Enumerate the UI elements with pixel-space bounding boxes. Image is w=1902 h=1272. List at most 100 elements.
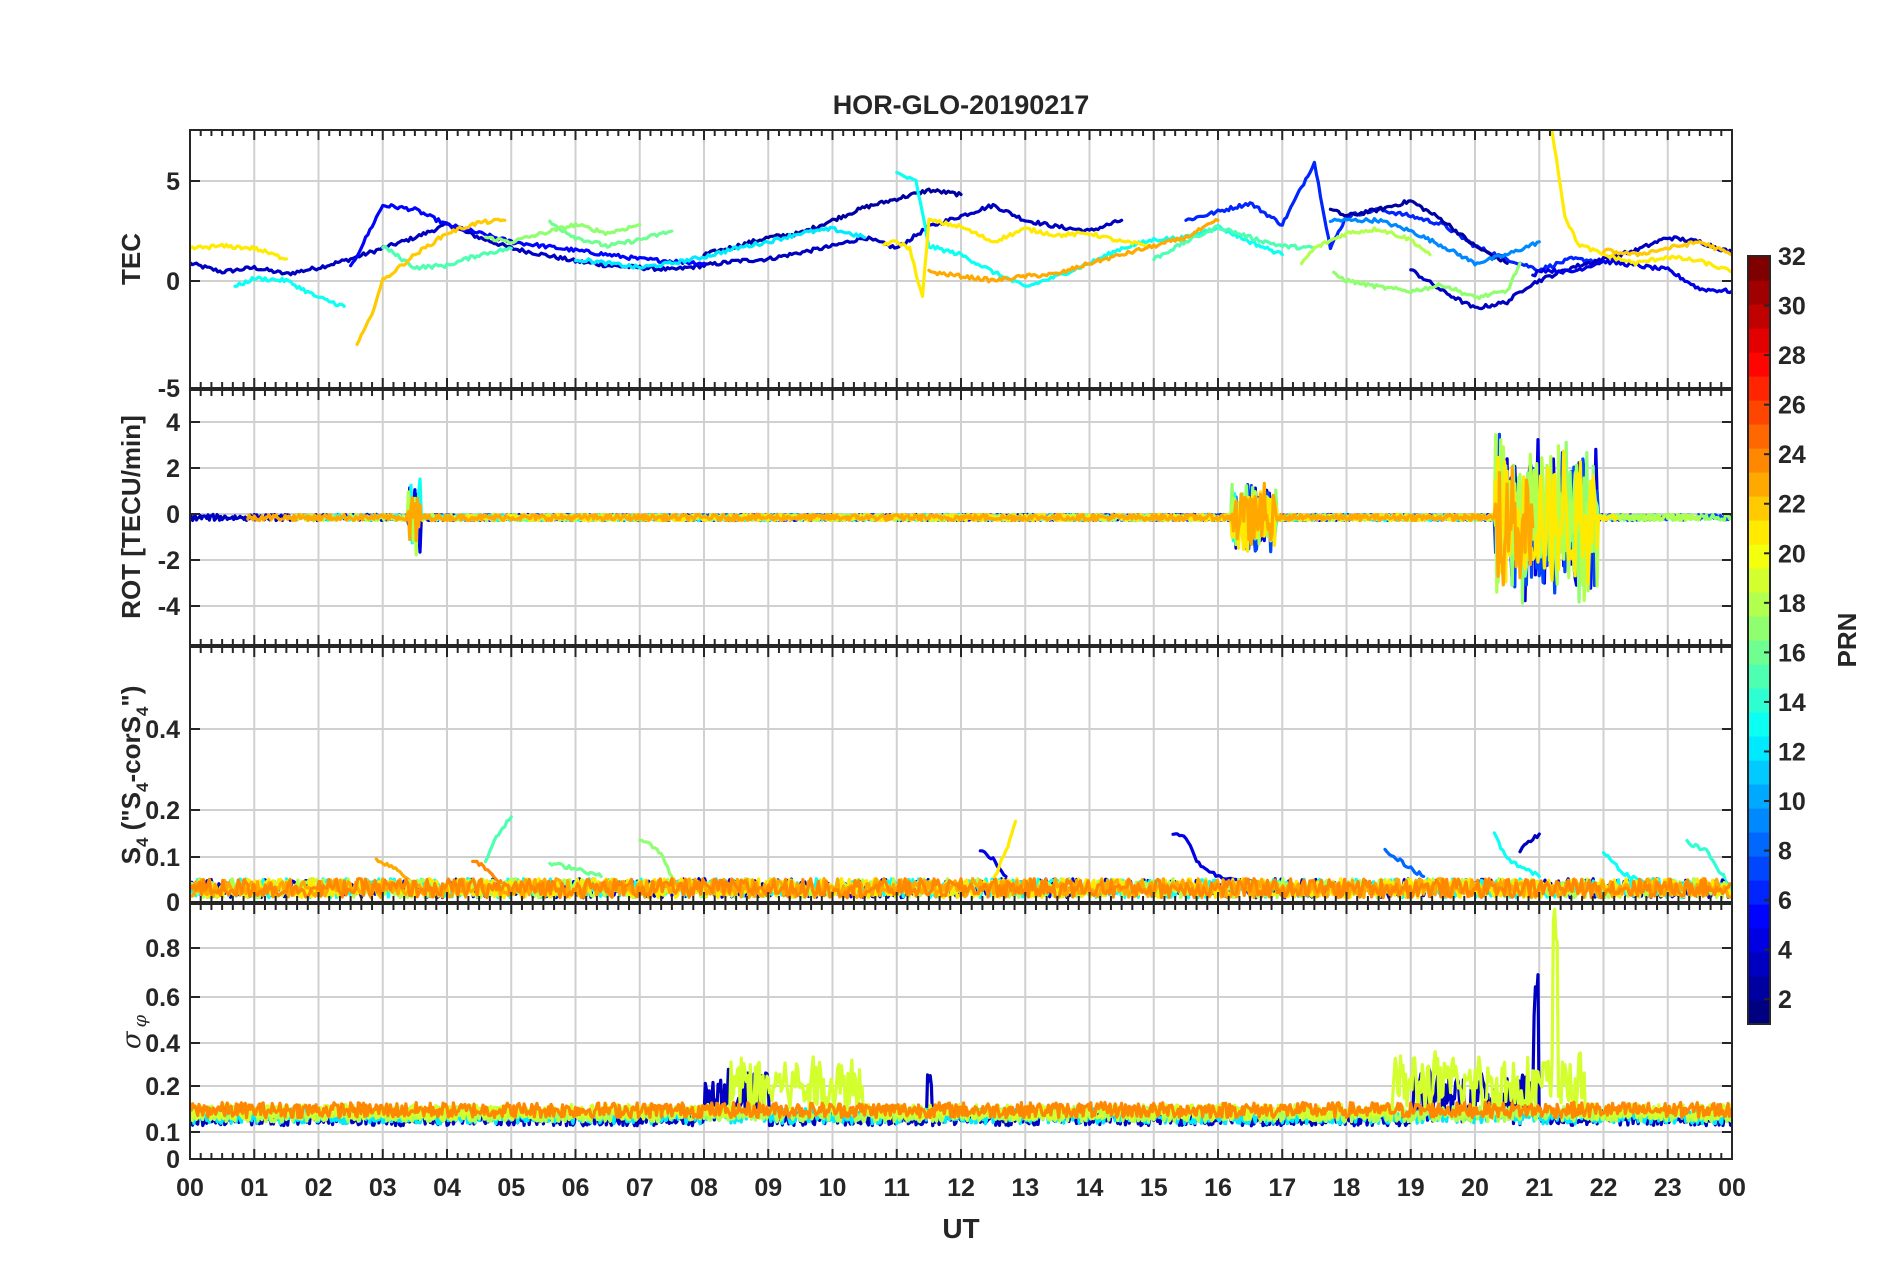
x-tick-label: 11 — [884, 1174, 911, 1202]
y-tick-label: 0.6 — [145, 984, 180, 1012]
s4-label-cor: -corS — [116, 716, 146, 782]
colorbar-swatch — [1748, 304, 1770, 329]
colorbar-tick-label: 24 — [1778, 441, 1806, 469]
y-tick-label: -2 — [158, 547, 180, 575]
panel-rot: 4 2 0 -2 -4 — [158, 389, 1733, 646]
colorbar-swatch — [1748, 616, 1770, 641]
x-tick-label: 20 — [1461, 1174, 1489, 1202]
x-tick-label: 22 — [1590, 1174, 1618, 1202]
prn-trace — [638, 838, 674, 879]
prn-trace — [483, 815, 513, 864]
colorbar-tick-label: 10 — [1778, 788, 1806, 816]
prn-trace — [548, 219, 674, 249]
sigma-axis-label: σφ — [117, 1014, 151, 1049]
prn-trace — [190, 1100, 1732, 1120]
colorbar-swatch — [1748, 880, 1770, 905]
colorbar-tick-label: 20 — [1778, 540, 1806, 568]
y-tick-label: 0 — [166, 501, 180, 529]
colorbar-tick-label: 28 — [1778, 342, 1806, 370]
prn-trace — [1531, 258, 1732, 295]
x-tick-label: 09 — [754, 1174, 782, 1202]
x-tick-label: 23 — [1654, 1174, 1682, 1202]
x-tick-label: 18 — [1333, 1174, 1361, 1202]
s4-label-s: S — [116, 847, 146, 864]
s4-label-sub3: 4 — [133, 706, 152, 716]
colorbar-swatch — [1748, 544, 1770, 569]
colorbar-swatch — [1748, 472, 1770, 497]
prn-trace — [246, 465, 1535, 587]
traces-rot — [190, 432, 1732, 605]
grid-s4 — [190, 647, 1732, 903]
y-tick-label: 0 — [166, 889, 180, 917]
prn-trace — [1328, 217, 1541, 267]
s4-label-sub2: 4 — [133, 782, 152, 792]
x-tick-label: 06 — [562, 1174, 590, 1202]
x-tick-label: 10 — [819, 1174, 847, 1202]
grid-tec — [190, 130, 1732, 389]
colorbar-label: PRN — [1832, 613, 1862, 668]
prn-trace — [1152, 224, 1316, 262]
prn-trace — [233, 275, 346, 308]
panel-s4: 0.4 0.2 0.1 0 — [145, 646, 1733, 917]
colorbar-swatch — [1748, 280, 1770, 305]
prn-trace — [882, 217, 1156, 299]
y-tick-label: 0 — [166, 268, 180, 296]
colorbar-swatch — [1748, 904, 1770, 929]
y-tick-label: 5 — [166, 168, 180, 196]
colorbar-swatch — [1748, 808, 1770, 833]
tec-axis-label: TEC — [116, 233, 146, 285]
x-tick-label: 15 — [1140, 1174, 1168, 1202]
y-tick-label: -5 — [158, 375, 180, 403]
traces-tec — [190, 130, 1732, 346]
x-tick-label: 00 — [176, 1174, 204, 1202]
colorbar-swatch — [1748, 952, 1770, 977]
s4-label-mid: ("S — [116, 792, 146, 838]
y-tick-label: 4 — [166, 409, 180, 437]
colorbar-swatch — [1748, 1000, 1770, 1025]
colorbar-tick-label: 30 — [1778, 293, 1806, 321]
x-tick-label: 17 — [1268, 1174, 1296, 1202]
colorbar-swatch — [1748, 832, 1770, 857]
x-axis: 00 01 02 03 04 05 06 07 08 09 10 11 12 13 14 15 16 17 18 19… — [176, 1174, 1746, 1202]
prn-trace — [323, 477, 1483, 546]
prn-trace — [1409, 235, 1732, 311]
colorbar-swatch — [1748, 664, 1770, 689]
x-tick-label: 00 — [1718, 1174, 1746, 1202]
colorbar-swatch — [1748, 424, 1770, 449]
colorbar-swatch — [1748, 400, 1770, 425]
x-tick-label: 14 — [1076, 1174, 1104, 1202]
colorbar-swatch — [1748, 688, 1770, 713]
colorbar-swatch — [1748, 856, 1770, 881]
colorbar-swatch — [1748, 496, 1770, 521]
y-tick-label: 0.4 — [145, 716, 180, 744]
colorbar-tick-label: 14 — [1778, 689, 1806, 717]
colorbar-frame — [1747, 255, 1771, 1025]
colorbar-tick-label: 22 — [1778, 491, 1806, 519]
colorbar-tick-label: 16 — [1778, 639, 1806, 667]
prn-trace — [548, 861, 603, 879]
colorbar-swatch — [1748, 568, 1770, 593]
y-tick-label: 0.4 — [145, 1030, 180, 1058]
prn-trace — [991, 819, 1018, 881]
colorbar-swatch — [1748, 712, 1770, 737]
chart-title: HOR-GLO-20190217 — [833, 90, 1090, 120]
x-tick-label: 04 — [433, 1174, 461, 1202]
colorbar-tick-label: 8 — [1778, 838, 1792, 866]
s4-label-end: ") — [116, 686, 146, 707]
x-axis-label: UT — [942, 1213, 979, 1244]
x-tick-label: 07 — [626, 1174, 654, 1202]
colorbar-swatch — [1748, 928, 1770, 953]
colorbar-swatch — [1748, 784, 1770, 809]
colorbar-tick-label: 12 — [1778, 738, 1806, 766]
y-tick-label: 0.8 — [145, 935, 180, 963]
y-tick-label: 0.2 — [145, 1073, 180, 1101]
sigma-label-sigma: σ — [117, 1030, 147, 1049]
prn-trace — [978, 849, 1008, 879]
prn-trace — [1685, 838, 1732, 891]
y-tick-label: 0.1 — [145, 844, 180, 872]
x-tick-label: 08 — [690, 1174, 718, 1202]
colorbar-swatch — [1748, 352, 1770, 377]
colorbar-swatch — [1748, 448, 1770, 473]
y-tick-label: 0 — [166, 1146, 180, 1174]
